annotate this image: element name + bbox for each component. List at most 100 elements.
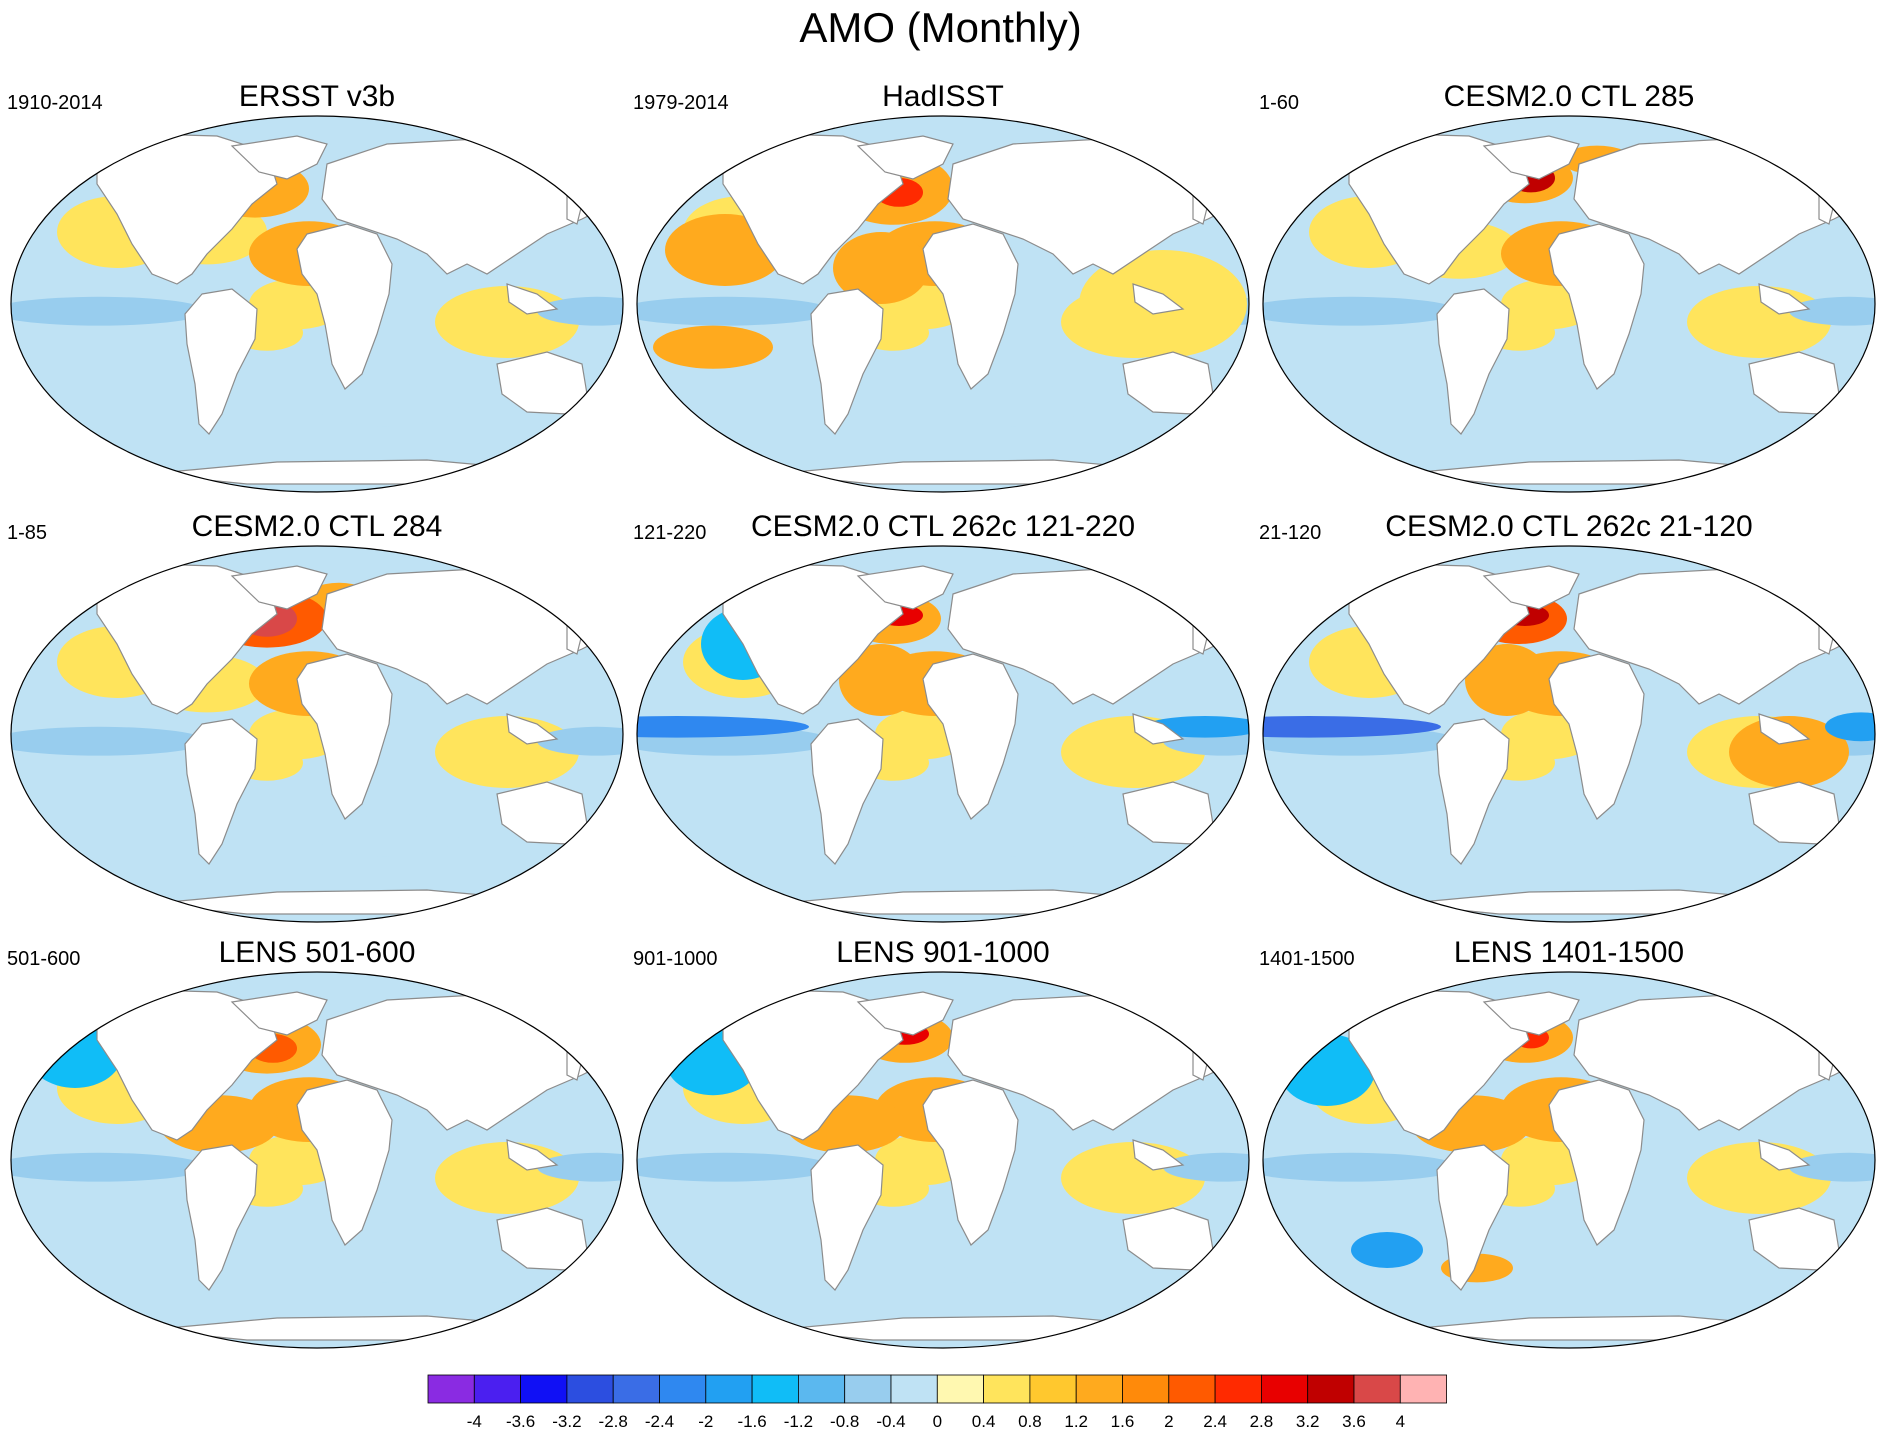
colorbar-swatch <box>705 1374 753 1404</box>
landmass <box>1482 991 1580 1036</box>
landmass <box>1436 288 1510 435</box>
panel-period: 21-120 <box>1259 522 1322 544</box>
colorbar-tick-label: 1.6 <box>1111 1412 1135 1431</box>
anomaly-contour <box>11 296 207 326</box>
anomaly-contour <box>839 644 923 716</box>
map-border <box>1262 545 1876 923</box>
map-border <box>636 545 1250 923</box>
colorbar-swatch <box>1168 1374 1216 1404</box>
world-map <box>1262 545 1876 923</box>
landmass <box>1548 653 1645 820</box>
anomaly-contour <box>1465 644 1549 716</box>
landmass <box>296 223 393 390</box>
landmass <box>810 288 884 435</box>
landmass <box>810 1144 884 1291</box>
landmass <box>722 133 904 285</box>
colorbar-tick-label: -3.6 <box>506 1412 535 1431</box>
landmass <box>296 1079 393 1246</box>
anomaly-contour <box>1351 1232 1423 1268</box>
landmass <box>1758 713 1811 745</box>
colorbar-swatch <box>1261 1374 1309 1404</box>
landmass <box>1548 223 1645 390</box>
anomaly-contour <box>1789 1152 1875 1182</box>
anomaly-contour <box>833 232 929 304</box>
map-panel: LENS 501-600 501-600 <box>7 936 627 1356</box>
colorbar-tick-label: 3.2 <box>1296 1412 1320 1431</box>
panel-title: ERSST v3b <box>238 80 396 113</box>
landmass <box>230 991 328 1036</box>
panel-period: 901-1000 <box>633 948 718 970</box>
panel-title: LENS 501-600 <box>218 936 416 969</box>
world-map <box>1262 971 1876 1349</box>
colorbar-tick-label: -2.4 <box>645 1412 674 1431</box>
anomaly-contour <box>941 1239 1085 1283</box>
colorbar-swatch <box>1122 1374 1170 1404</box>
map-border <box>10 545 624 923</box>
anomaly-contour <box>1145 716 1249 738</box>
landmass <box>184 1144 258 1291</box>
map-border <box>1262 115 1876 493</box>
map-panel: CESM2.0 CTL 284 1-85 <box>7 510 627 930</box>
colorbar-swatch <box>798 1374 846 1404</box>
map-panel: CESM2.0 CTL 262c 21-120 21-120 <box>1259 510 1879 930</box>
colorbar-tick-label: -3.2 <box>552 1412 581 1431</box>
map-panel: HadISST 1979-2014 <box>633 80 1253 500</box>
panel-period: 121-220 <box>633 522 707 544</box>
landmass <box>230 565 328 610</box>
colorbar-tick-label: -1.2 <box>784 1412 813 1431</box>
landmass <box>184 718 258 865</box>
landmass <box>722 563 904 715</box>
landmass <box>856 135 954 180</box>
landmass <box>1548 1079 1645 1246</box>
world-map <box>10 115 624 493</box>
anomaly-contour <box>315 1239 459 1283</box>
map-border <box>636 115 1250 493</box>
colorbar-swatch <box>1353 1374 1401 1404</box>
world-map <box>636 971 1250 1349</box>
anomaly-contour <box>1567 813 1711 857</box>
anomaly-contour <box>1729 716 1849 788</box>
landmass <box>1482 565 1580 610</box>
landmass <box>1348 563 1530 715</box>
panel-period: 1979-2014 <box>633 92 729 114</box>
colorbar-swatch <box>1399 1374 1448 1404</box>
figure-title: AMO (Monthly) <box>799 4 1082 51</box>
map-border <box>1262 971 1876 1349</box>
colorbar-swatch <box>936 1374 984 1404</box>
landmass <box>1348 989 1530 1141</box>
colorbar-swatch <box>983 1374 1031 1404</box>
colorbar-tick-label: 3.6 <box>1342 1412 1366 1431</box>
map-border <box>10 971 624 1349</box>
anomaly-contour <box>1567 1239 1711 1283</box>
panel-title: CESM2.0 CTL 284 <box>191 510 443 543</box>
map-panel: CESM2.0 CTL 285 1-60 <box>1259 80 1879 500</box>
landmass <box>810 718 884 865</box>
landmass <box>922 653 1019 820</box>
landmass <box>856 991 954 1036</box>
landmass <box>1436 1144 1510 1291</box>
colorbar-swatch <box>659 1374 707 1404</box>
anomaly-contour <box>537 296 623 326</box>
anomaly-contour <box>537 726 623 756</box>
landmass <box>1132 283 1185 315</box>
map-panel: LENS 1401-1500 1401-1500 <box>1259 936 1879 1356</box>
colorbar-tick-label: -0.4 <box>876 1412 905 1431</box>
colorbar-swatch <box>890 1374 938 1404</box>
colorbar-swatch <box>612 1374 660 1404</box>
colorbar-tick-label: 0.4 <box>972 1412 996 1431</box>
map-panel: LENS 901-1000 901-1000 <box>633 936 1253 1356</box>
colorbar-tick-label: -2.8 <box>599 1412 628 1431</box>
colorbar-tick-label: 2.8 <box>1250 1412 1274 1431</box>
panel-title: CESM2.0 CTL 262c 21-120 <box>1385 510 1753 543</box>
panel-title: CESM2.0 CTL 262c 121-220 <box>750 510 1136 543</box>
panel-period: 501-600 <box>7 948 81 970</box>
landmass <box>856 565 954 610</box>
world-map <box>1262 115 1876 493</box>
anomaly-contour <box>637 1152 833 1182</box>
anomaly-contour <box>11 726 207 756</box>
colorbar-swatch <box>1214 1374 1262 1404</box>
anomaly-contour <box>941 383 1085 427</box>
colorbar-tick-label: -2 <box>698 1412 713 1431</box>
world-map <box>636 545 1250 923</box>
landmass <box>506 283 559 315</box>
